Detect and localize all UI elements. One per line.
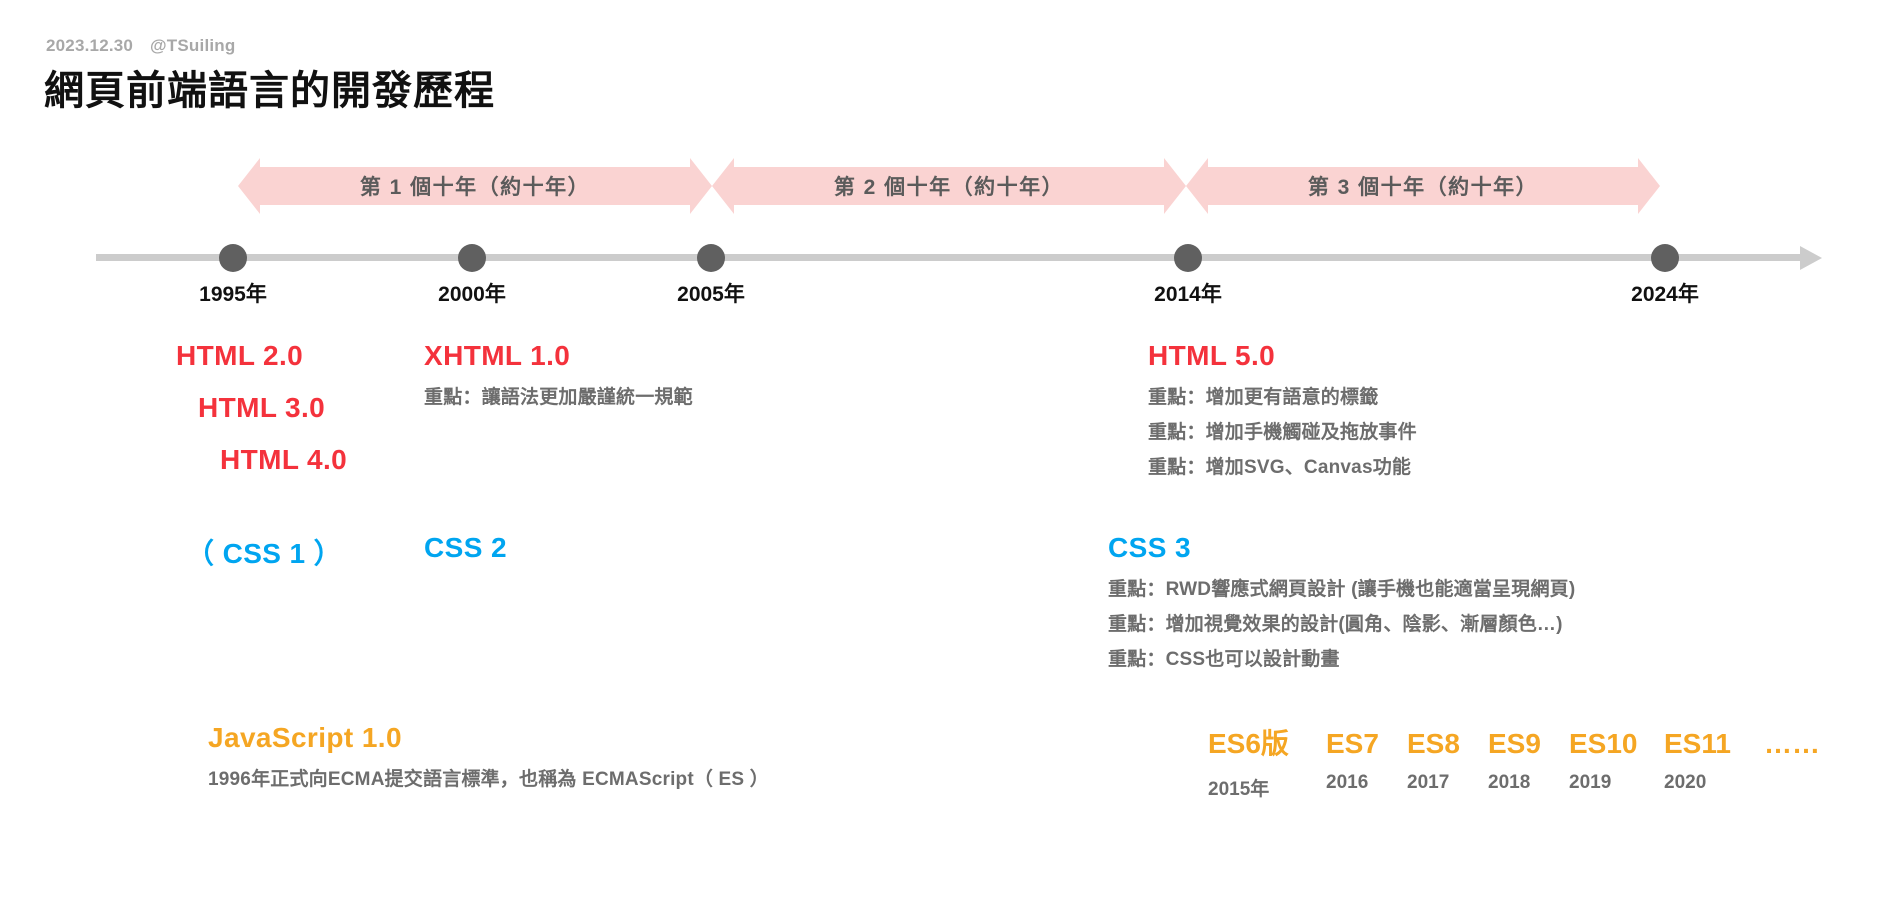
es-cell-es6: ES6版 2015年 (1208, 722, 1326, 801)
timeline-year-2024: 2024年 (1631, 283, 1699, 306)
es6-year: 2015年 (1208, 779, 1270, 800)
es9-name: ES9 (1488, 728, 1541, 759)
html5-note-1: 重點：增加更有語意的標籤 (1148, 387, 1379, 408)
timeline-year-2005: 2005年 (677, 283, 745, 306)
es6-name: ES6版 (1208, 728, 1289, 759)
decade-arrow-2: 第 2 個十年（約十年） (712, 158, 1186, 214)
es10-name: ES10 (1569, 728, 1638, 759)
html5-block: HTML 5.0 重點：增加更有語意的標籤 重點：增加手機觸碰及拖放事件 重點：… (1148, 340, 1417, 479)
timeline-dot-2024 (1651, 244, 1679, 272)
css2-block: CSS 2 (424, 532, 507, 564)
css3-note-3: 重點：CSS也可以設計動畫 (1108, 649, 1340, 670)
es10-year: 2019 (1569, 772, 1612, 793)
javascript-1-0-title: JavaScript 1.0 (208, 722, 402, 753)
timeline-dot-2000 (458, 244, 486, 272)
css3-block: CSS 3 重點：RWD響應式網頁設計 (讓手機也能適當呈現網頁) 重點：增加視… (1108, 532, 1575, 671)
css3-note-2: 重點：增加視覺效果的設計(圓角、陰影、漸層顏色…) (1108, 614, 1563, 635)
timeline-dot-2005 (697, 244, 725, 272)
timeline-dot-1995 (219, 244, 247, 272)
es11-year: 2020 (1664, 772, 1707, 793)
es-cell-more: …… (1764, 728, 1820, 760)
decade-arrow-1: 第 1 個十年（約十年） (238, 158, 712, 214)
javascript-block: JavaScript 1.0 1996年正式向ECMA提交語言標準，也稱為 EC… (208, 722, 769, 791)
es8-name: ES8 (1407, 728, 1460, 759)
timeline-dot-2014 (1174, 244, 1202, 272)
timeline-year-2000: 2000年 (438, 283, 506, 306)
html-5-0-title: HTML 5.0 (1148, 340, 1276, 371)
html-3-0-title: HTML 3.0 (198, 392, 326, 423)
decade-arrow-3: 第 3 個十年（約十年） (1186, 158, 1660, 214)
header-handle: @TSuiling (150, 36, 236, 55)
es7-name: ES7 (1326, 728, 1379, 759)
es-cell-es10: ES10 2019 (1569, 728, 1664, 794)
css1-block: （ CSS 1 ） (186, 532, 342, 572)
timeline-axis-line (96, 254, 1802, 261)
header-meta: 2023.12.30 @TSuiling (46, 36, 235, 56)
page-title: 網頁前端語言的開發歷程 (44, 69, 495, 113)
decade-label-3: 第 3 個十年（約十年） (1307, 176, 1539, 199)
html5-note-2: 重點：增加手機觸碰及拖放事件 (1148, 422, 1417, 443)
es-ellipsis: …… (1764, 728, 1820, 759)
xhtml-1-0-title: XHTML 1.0 (424, 340, 571, 371)
es7-year: 2016 (1326, 772, 1369, 793)
xhtml-note-1: 重點：讓語法更加嚴謹統一規範 (424, 387, 693, 408)
es-cell-es7: ES7 2016 (1326, 728, 1407, 794)
es-cell-es11: ES11 2020 (1664, 728, 1764, 794)
javascript-note-1: 1996年正式向ECMA提交語言標準，也稱為 ECMAScript（ ES ） (208, 769, 769, 790)
es-cell-es9: ES9 2018 (1488, 728, 1569, 794)
es9-year: 2018 (1488, 772, 1531, 793)
decade-label-2: 第 2 個十年（約十年） (833, 176, 1065, 199)
timeline-year-1995: 1995年 (199, 283, 267, 306)
css-1-title: （ CSS 1 ） (186, 538, 343, 569)
html-early-versions-block: HTML 2.0 HTML 3.0 HTML 4.0 (176, 340, 347, 476)
css-3-title: CSS 3 (1108, 532, 1191, 563)
html-4-0-title: HTML 4.0 (220, 444, 348, 475)
es-versions-block: ES6版 2015年 ES7 2016 ES8 2017 ES9 2018 ES… (1208, 722, 1820, 801)
es8-year: 2017 (1407, 772, 1450, 793)
html-2-0-title: HTML 2.0 (176, 340, 304, 371)
es11-name: ES11 (1664, 728, 1731, 759)
header-date: 2023.12.30 (46, 36, 134, 55)
es-versions-row: ES6版 2015年 ES7 2016 ES8 2017 ES9 2018 ES… (1208, 722, 1820, 801)
css-2-title: CSS 2 (424, 532, 507, 563)
timeline-arrow-icon (1800, 246, 1822, 270)
es-cell-es8: ES8 2017 (1407, 728, 1488, 794)
html5-note-3: 重點：增加SVG、Canvas功能 (1148, 457, 1412, 478)
timeline-year-2014: 2014年 (1154, 283, 1222, 306)
css3-note-1: 重點：RWD響應式網頁設計 (讓手機也能適當呈現網頁) (1108, 579, 1576, 600)
xhtml-block: XHTML 1.0 重點：讓語法更加嚴謹統一規範 (424, 340, 693, 409)
decade-label-1: 第 1 個十年（約十年） (359, 176, 591, 199)
